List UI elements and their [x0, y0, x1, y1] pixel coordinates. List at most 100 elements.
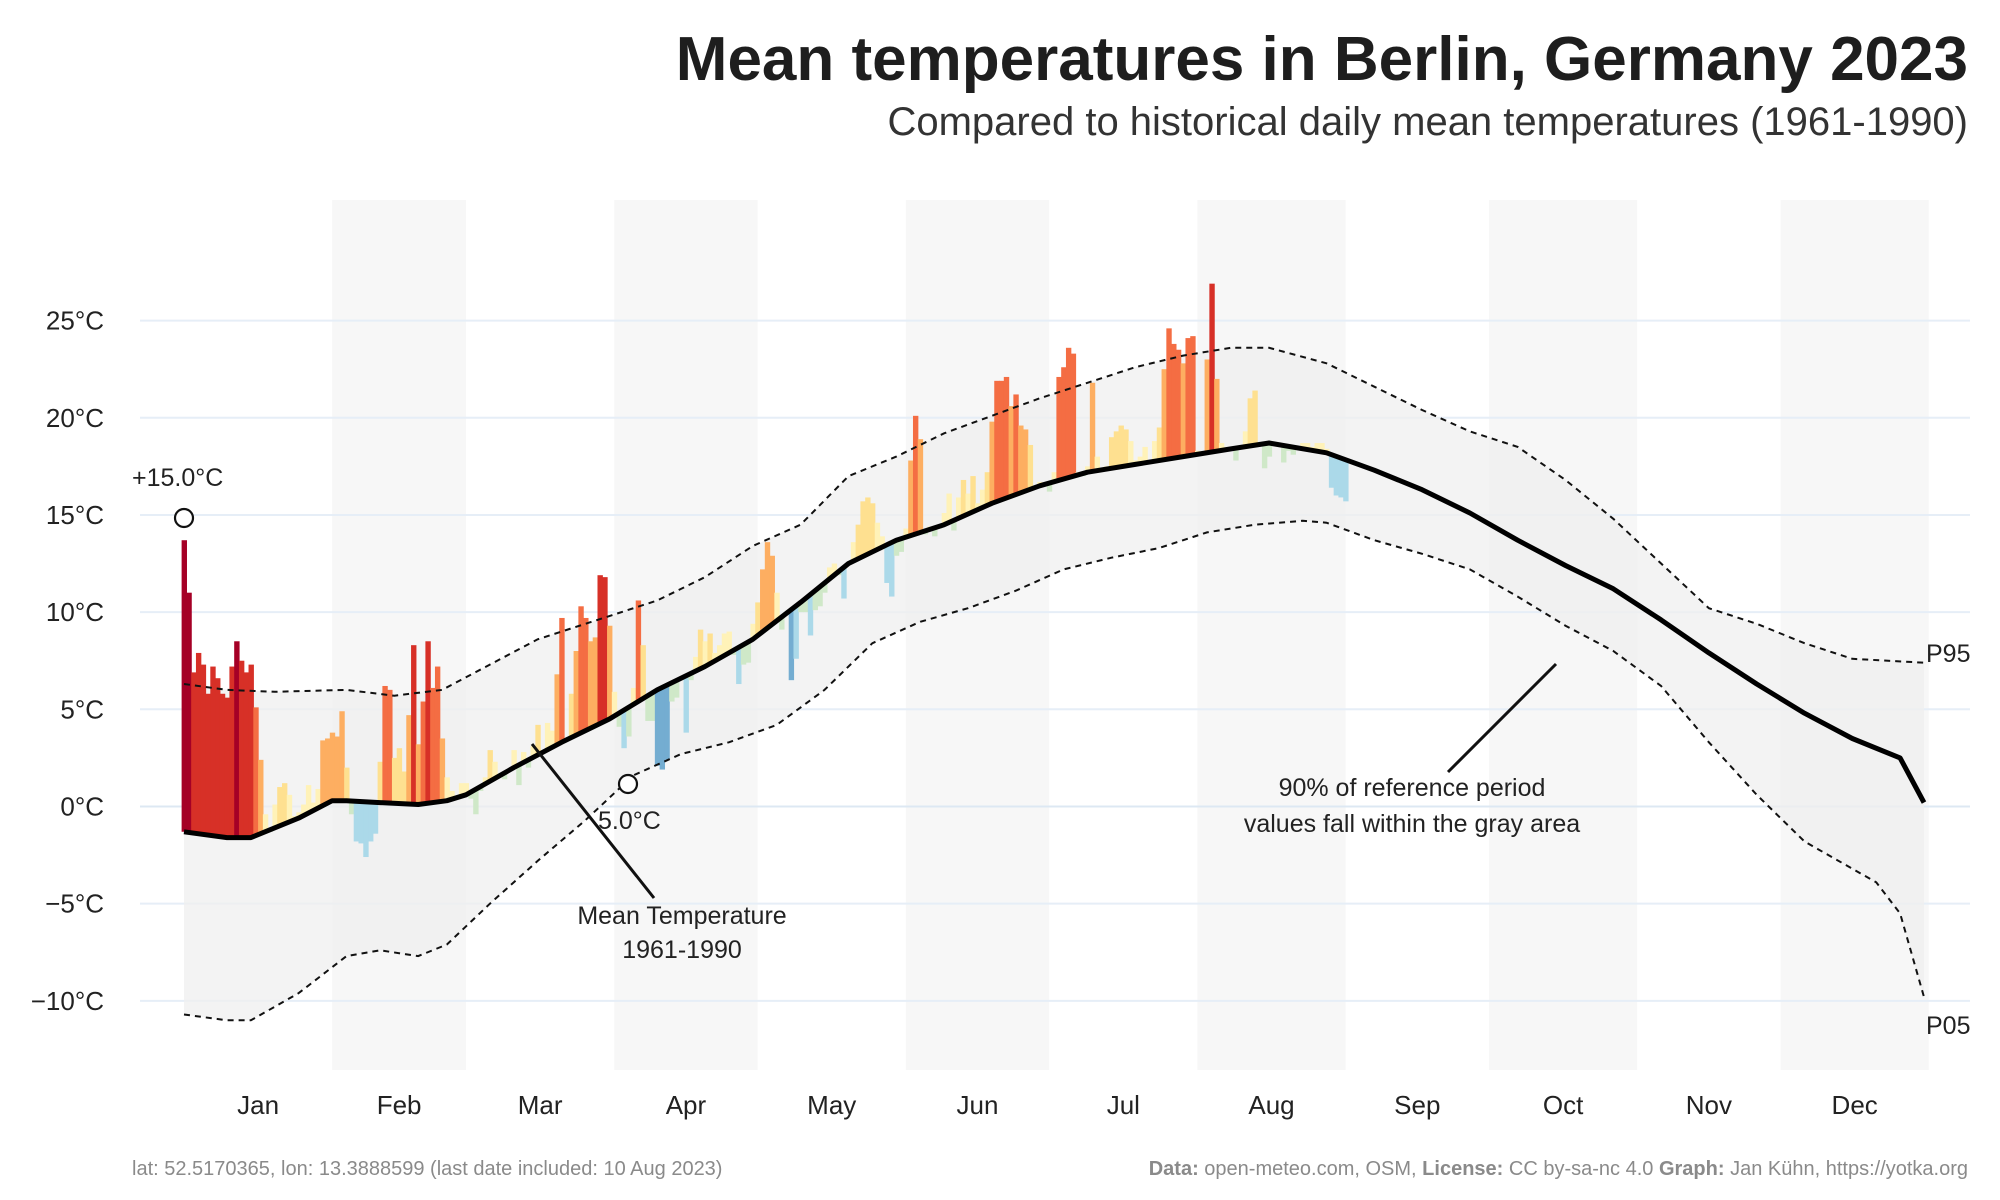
observed-bar: [420, 701, 426, 804]
observed-bar: [1252, 390, 1258, 446]
observed-bar: [401, 771, 407, 804]
mean-callout-line: [530, 743, 656, 899]
observed-bar: [860, 501, 866, 557]
observed-bar: [482, 777, 489, 784]
x-tick-label: Oct: [1543, 1090, 1584, 1120]
observed-bar: [1319, 443, 1325, 452]
observed-bar: [281, 783, 288, 824]
observed-bar: [874, 522, 881, 550]
observed-bar: [181, 540, 187, 832]
observed-bar: [434, 666, 441, 802]
observed-bar: [755, 602, 761, 636]
observed-bar: [908, 460, 914, 536]
observed-bar: [372, 802, 379, 834]
observed-bar: [654, 689, 661, 766]
month-band: [1197, 200, 1346, 1070]
observed-bar: [1247, 398, 1253, 446]
observed-bar: [1209, 283, 1215, 452]
observed-bar: [511, 750, 517, 768]
observed-bar: [286, 794, 293, 823]
observed-bar: [348, 800, 355, 815]
observed-bar: [1123, 429, 1129, 466]
y-tick-label: 15°C: [46, 500, 104, 530]
chart-subtitle: Compared to historical daily mean temper…: [887, 100, 1968, 144]
observed-bar: [1118, 425, 1124, 467]
observed-bar: [693, 656, 699, 672]
observed-bar: [1128, 441, 1134, 466]
footer-data-value: open-meteo.com, OSM,: [1204, 1158, 1417, 1180]
observed-bar: [798, 602, 804, 613]
observed-bar: [568, 693, 575, 738]
observed-bar: [516, 765, 522, 786]
axes: Jan Feb Mar Apr May Jun Jul Aug Sep Oct Nov Dec −10°…: [31, 306, 1878, 1120]
observed-bar: [640, 645, 646, 699]
footer-graph-label: Graph:: [1658, 1158, 1725, 1180]
observed-bar: [956, 497, 962, 519]
observed-bar: [932, 527, 938, 537]
observed-bar: [850, 542, 857, 562]
observed-bar: [544, 722, 551, 750]
observed-bar: [1166, 328, 1172, 459]
observed-bar: [726, 631, 732, 653]
observed-bar: [989, 421, 995, 504]
observed-bar: [970, 476, 976, 512]
observed-bar: [492, 761, 498, 779]
observed-bar: [530, 746, 536, 758]
band-label-2: values fall within the gray area: [1244, 810, 1580, 838]
observed-bar: [449, 790, 455, 800]
observed-bar: [979, 489, 986, 508]
observed-bar: [616, 713, 622, 727]
observed-bar: [626, 707, 632, 737]
observed-bar: [339, 711, 345, 801]
observed-bar: [602, 577, 608, 722]
footer-data-label: Data:: [1148, 1158, 1199, 1180]
observed-bar: [869, 503, 876, 552]
observed-bar: [965, 493, 971, 514]
observed-bar: [191, 672, 197, 834]
month-bands: [332, 200, 1929, 1070]
observed-bar: [889, 542, 895, 597]
observed-bar: [219, 693, 226, 837]
x-tick-label: Dec: [1832, 1090, 1878, 1120]
observed-bar: [468, 792, 474, 799]
observed-bar: [697, 629, 704, 669]
observed-bar: [358, 801, 364, 844]
observed-bar: [535, 724, 541, 755]
observed-bar: [903, 528, 909, 538]
reference-band: [184, 347, 1924, 1021]
observed-bar: [635, 600, 642, 702]
observed-bar: [645, 695, 651, 721]
min-marker: [617, 773, 639, 795]
month-band: [905, 200, 1050, 1070]
observed-bar: [1281, 445, 1287, 463]
observed-bar: [1013, 394, 1019, 495]
observed-bar: [683, 675, 689, 733]
observed-bar: [315, 788, 321, 809]
observed-bar: [831, 563, 838, 576]
observed-bar: [774, 592, 780, 621]
observed-bar: [793, 606, 799, 659]
observed-bar: [1113, 431, 1120, 468]
observed-bar: [549, 730, 556, 748]
observed-bar: [353, 801, 360, 842]
observed-bar: [1085, 466, 1091, 473]
observed-bar: [779, 617, 785, 630]
observed-bar: [272, 804, 278, 828]
observed-bar: [277, 787, 283, 826]
observed-bar: [473, 789, 479, 815]
observed-bar: [525, 760, 532, 768]
annotations: +15.0°C 5.0°C Mean Temperature 1961-1990…: [132, 464, 1970, 1040]
observed-bar: [1003, 376, 1010, 499]
observed-bar: [740, 644, 747, 665]
observed-bar: [583, 617, 589, 731]
observed-bar: [1180, 363, 1187, 457]
chart-title: Mean temperatures in Berlin, Germany 202…: [675, 25, 1968, 94]
observed-bar: [210, 666, 216, 836]
observed-bar: [1065, 347, 1072, 478]
observed-bar: [573, 651, 579, 736]
observed-bar: [1008, 406, 1014, 497]
x-tick-label: Aug: [1248, 1090, 1294, 1120]
mean-line: [183, 440, 1927, 841]
observed-bar: [879, 536, 885, 548]
observed-bar: [344, 767, 350, 801]
